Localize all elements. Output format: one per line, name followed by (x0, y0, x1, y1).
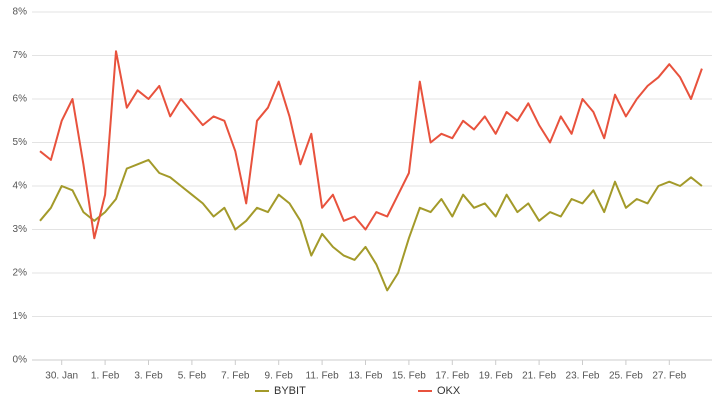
y-tick-label: 5% (13, 137, 28, 148)
x-tick-label: 25. Feb (609, 371, 643, 382)
y-tick-label: 6% (13, 94, 28, 105)
x-tick-label: 30. Jan (45, 371, 78, 382)
y-tick-label: 1% (13, 311, 28, 322)
series-line (39, 158, 703, 292)
x-tick-label: 19. Feb (479, 371, 513, 382)
y-tick-label: 3% (13, 224, 28, 235)
x-tick-label: 5. Feb (178, 371, 207, 382)
x-tick-label: 21. Feb (522, 371, 556, 382)
x-tick-label: 3. Feb (134, 371, 163, 382)
x-tick-label: 23. Feb (566, 371, 600, 382)
x-tick-label: 13. Feb (349, 371, 383, 382)
x-tick-label: 11. Feb (306, 371, 340, 382)
y-tick-label: 0% (13, 355, 28, 366)
x-tick-label: 15. Feb (392, 371, 426, 382)
y-tick-label: 4% (13, 181, 28, 192)
series-line (39, 50, 703, 240)
x-tick-label: 1. Feb (91, 371, 120, 382)
x-tick-label: 27. Feb (652, 371, 686, 382)
x-tick-label: 9. Feb (265, 371, 294, 382)
y-tick-label: 8% (13, 7, 28, 18)
x-tick-label: 7. Feb (221, 371, 250, 382)
y-tick-label: 2% (13, 268, 28, 279)
y-tick-label: 7% (13, 50, 28, 61)
legend-label: BYBIT (274, 385, 306, 397)
legend-label: OKX (437, 385, 461, 397)
x-tick-label: 17. Feb (435, 371, 469, 382)
